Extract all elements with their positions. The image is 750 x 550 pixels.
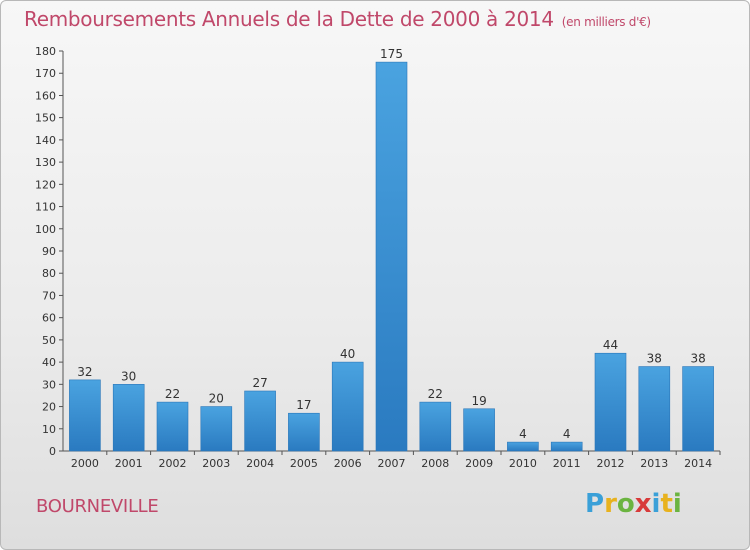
value-label-2014: 38 [690,352,705,366]
bar-2006 [331,361,364,452]
bars [69,61,714,452]
x-tick-label: 2009 [465,457,493,470]
y-tick-label: 30 [42,378,56,391]
logo-letter: i [672,489,682,519]
value-label-2003: 20 [209,392,224,406]
logo-letter: o [616,489,635,519]
y-tick-label: 110 [35,201,56,214]
bar-2013 [638,366,671,452]
x-tick-label: 2012 [597,457,625,470]
value-label-2004: 27 [252,376,267,390]
y-tick-label: 20 [42,401,56,414]
value-label-2009: 19 [471,394,486,408]
y-tick-label: 60 [42,312,56,325]
y-tick-label: 170 [35,67,56,80]
y-tick-label: 80 [42,267,56,280]
x-tick-label: 2013 [640,457,668,470]
y-tick-label: 70 [42,289,56,302]
chart-title-text: Remboursements Annuels de la Dette de 20… [24,7,554,31]
bar-2004 [244,390,276,452]
bar-2002 [156,401,189,452]
value-label-2006: 40 [340,347,355,361]
y-tick-label: 120 [35,178,56,191]
y-tick-label: 90 [42,245,56,258]
x-tick-label: 2005 [290,457,318,470]
y-tick-label: 140 [35,134,56,147]
x-tick-label: 2003 [202,457,230,470]
bar-2009 [463,408,495,452]
logo-letter: r [604,489,617,519]
bar-2014 [682,366,714,452]
logo-letter: P [585,489,605,519]
bar-2003 [200,406,233,452]
x-tick-label: 2008 [421,457,449,470]
bar-2001 [112,384,145,452]
y-tick-label: 50 [42,334,56,347]
x-tick-label: 2007 [378,457,406,470]
y-tick-label: 130 [35,156,56,169]
y-tick-label: 40 [42,356,56,369]
x-tick-label: 2014 [684,457,712,470]
logo-letter: i [651,489,661,519]
x-tick-label: 2001 [115,457,143,470]
logo-letter: x [634,489,652,519]
y-tick-label: 160 [35,89,56,102]
y-tick-label: 180 [35,45,56,58]
bar-2005 [288,412,320,452]
bar-2007 [375,61,408,452]
value-label-2012: 44 [603,338,618,352]
value-label-2013: 38 [647,352,662,366]
logo-letter: t [660,489,673,519]
y-tick-label: 100 [35,223,56,236]
value-label-2011: 4 [563,427,571,441]
value-label-2005: 17 [296,398,311,412]
y-tick-label: 150 [35,112,56,125]
value-label-2007: 175 [380,47,403,61]
value-label-2001: 30 [121,369,136,383]
chart-title: Remboursements Annuels de la Dette de 20… [24,7,651,31]
x-tick-label: 2011 [553,457,581,470]
y-axis: 0 10 20 30 40 50 60 70 80 90 100 110 120 130 140 150 160… [35,45,64,458]
value-label-2010: 4 [519,427,527,441]
x-tick-label: 2000 [71,457,99,470]
bar-2011 [550,441,583,452]
x-tick-label: 2004 [246,457,274,470]
city-name: BOURNEVILLE [36,496,159,517]
bar-2000 [69,379,101,452]
chart-unit: (en milliers d'€) [561,15,651,29]
x-tick-label: 2010 [509,457,537,470]
x-axis: 2000 2001 2002 2003 2004 2005 2006 2007 2008 2009… [63,450,721,470]
bar-2012 [594,352,627,452]
x-tick-label: 2006 [334,457,362,470]
proxiti-logo: Proxiti [585,489,682,519]
x-tick-label: 2002 [159,457,187,470]
value-label-2000: 32 [77,365,92,379]
value-label-2002: 22 [165,387,180,401]
bar-2010 [507,441,539,452]
value-label-2008: 22 [428,387,443,401]
y-tick-label: 10 [42,423,56,436]
y-tick-label: 0 [49,445,56,458]
bar-2008 [419,401,452,452]
